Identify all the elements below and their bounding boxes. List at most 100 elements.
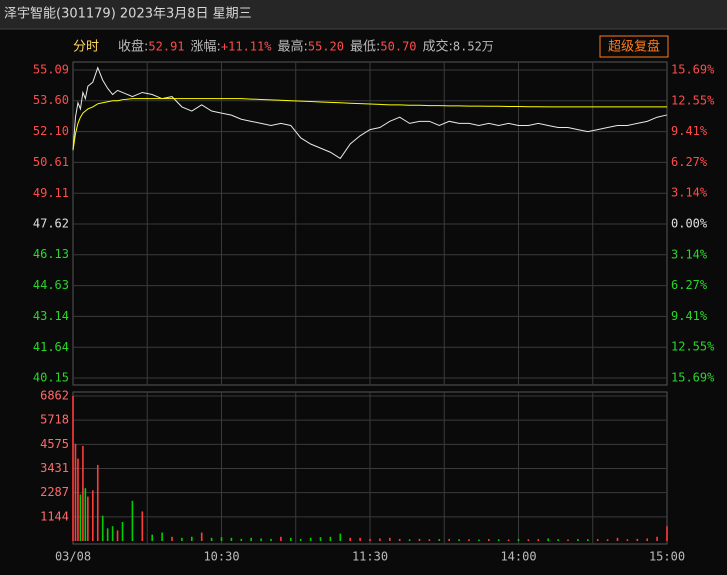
volume-bar <box>389 537 391 541</box>
y-tick-label: 43.14 <box>33 309 69 323</box>
y-tick-label: 41.64 <box>33 340 69 354</box>
volume-bar <box>84 488 87 541</box>
volume-bar <box>577 539 579 541</box>
volume-bar <box>547 538 549 541</box>
page-title: 泽宇智能(301179) 2023年3月8日 星期三 <box>4 7 252 22</box>
volume-bar <box>398 538 401 541</box>
volume-bar <box>101 515 104 541</box>
volume-bar <box>77 458 79 541</box>
y-tick-label: 47.62 <box>33 217 69 231</box>
volume-bar <box>339 533 342 541</box>
volume-bar <box>270 538 272 541</box>
volume-bar <box>626 539 629 541</box>
volume-bar <box>478 539 480 541</box>
y2-tick-label: 3.14% <box>671 247 708 261</box>
volume-bar <box>448 538 450 541</box>
tab[interactable]: 分时 <box>73 40 99 55</box>
y2-tick-label: 6.27% <box>671 278 708 292</box>
volume-bar <box>636 538 639 541</box>
volume-bar <box>666 526 668 541</box>
volume-bar <box>96 464 99 541</box>
x-tick-label: 10:30 <box>203 550 239 564</box>
volume-bar <box>369 538 371 541</box>
title-bar <box>0 0 727 29</box>
volume-bar <box>349 537 351 541</box>
volume-bar <box>74 443 77 541</box>
volume-bar <box>319 537 322 541</box>
button[interactable]: 超级复盘 <box>608 39 660 55</box>
volume-bar <box>497 539 500 541</box>
volume-bar <box>240 538 243 541</box>
x-tick-label: 15:00 <box>649 550 685 564</box>
y-tick-label: 46.13 <box>33 247 69 261</box>
y-tick-label: 2287 <box>40 485 69 499</box>
stat-label: 成交: <box>423 39 453 55</box>
volume-bar <box>87 496 89 541</box>
volume-bar <box>200 532 203 541</box>
volume-bar <box>517 538 520 541</box>
y-tick-label: 6862 <box>40 389 69 403</box>
y-tick-label: 3431 <box>40 461 69 475</box>
x-tick-label: 14:00 <box>500 550 536 564</box>
volume-bar <box>428 539 431 541</box>
button-frame[interactable] <box>599 35 669 58</box>
price-line <box>72 98 667 151</box>
volume-bar <box>106 528 109 541</box>
volume-bar <box>458 539 460 541</box>
volume-bar <box>656 536 658 541</box>
volume-bar <box>250 537 252 541</box>
x-tick-label: 03/08 <box>55 550 91 564</box>
volume-bar <box>646 538 648 541</box>
price-line <box>72 66 668 160</box>
volume-bar <box>121 521 124 541</box>
volume-bar <box>290 537 292 541</box>
volume-bar <box>379 538 381 541</box>
stat-value: +11.11% <box>221 40 272 54</box>
volume-bar <box>309 537 312 541</box>
volume-bar <box>468 539 470 541</box>
volume-bar <box>151 534 153 541</box>
volume-bar <box>141 511 144 541</box>
volume-bar <box>359 537 361 541</box>
y2-tick-label: 9.41% <box>671 309 708 323</box>
volume-bar <box>567 539 569 541</box>
y-tick-label: 52.10 <box>33 124 69 138</box>
volume-bar <box>616 537 619 541</box>
y2-tick-label: 15.69% <box>671 371 715 385</box>
y2-tick-label: 12.55% <box>671 340 715 354</box>
volume-bar <box>507 539 510 541</box>
y-tick-label: 44.63 <box>33 278 69 292</box>
volume-bar <box>161 532 163 541</box>
volume-bar <box>191 536 193 541</box>
stats: 收盘: 52.91 涨幅: +11.11% 最高: 55.20 最低: 50.70 成交: 8.5… <box>118 39 494 55</box>
volume-bar <box>230 537 233 541</box>
volume-bar <box>116 530 119 541</box>
volume-bar <box>171 536 173 541</box>
y2-tick-label: 15.69% <box>671 63 715 77</box>
y2-tick-label: 0.00% <box>671 217 708 231</box>
volume-bar <box>527 539 530 541</box>
y-tick-label: 55.09 <box>33 63 69 77</box>
y-tick-label: 40.15 <box>33 371 69 385</box>
y-tick-label: 1144 <box>40 509 69 523</box>
volume-bar <box>220 537 223 541</box>
volume-bar <box>181 537 183 541</box>
volume-bar <box>82 445 84 541</box>
y-tick-label: 5718 <box>40 413 69 427</box>
volume-bar <box>79 494 82 541</box>
y-tick-label: 4575 <box>40 437 69 451</box>
stat-value: 50.70 <box>380 40 416 54</box>
stat-label: 最高: <box>277 39 307 55</box>
volume-bar <box>537 539 540 541</box>
volume-bar <box>438 539 441 541</box>
volume-bar <box>111 526 114 541</box>
stat-value: 52.91 <box>148 40 184 54</box>
x-tick-label: 11:30 <box>352 550 388 564</box>
volume-bar <box>418 538 421 541</box>
volume-bar <box>92 490 94 541</box>
volume-bar <box>408 539 411 541</box>
y2-tick-label: 3.14% <box>671 186 708 200</box>
stat-value: 8.52万 <box>453 40 494 54</box>
